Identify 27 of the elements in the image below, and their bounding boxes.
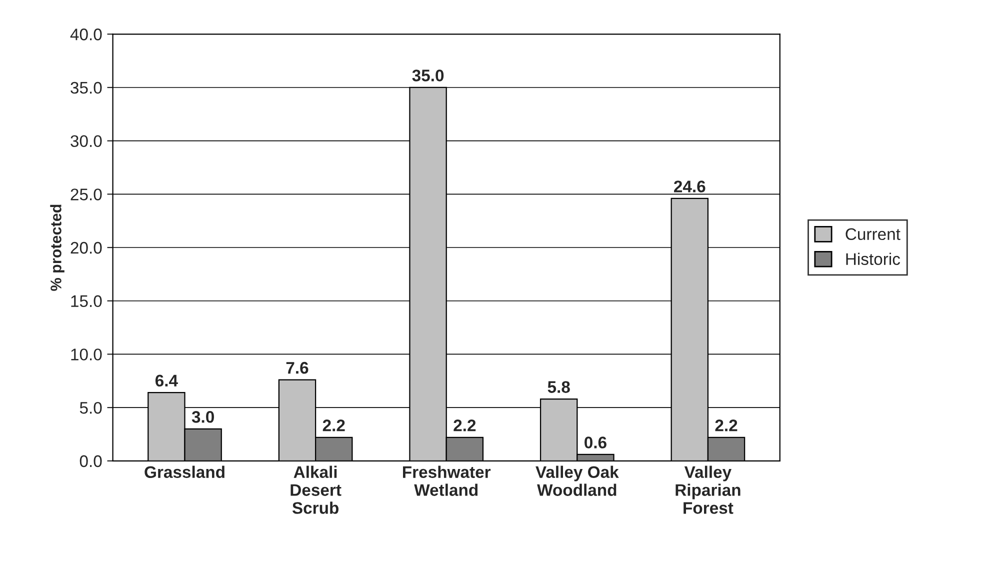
legend-label: Historic bbox=[846, 252, 900, 266]
data-label: 35.0 bbox=[412, 70, 444, 82]
y-tick-label: 40.0 bbox=[70, 28, 102, 40]
x-tick-label: Grassland bbox=[144, 466, 224, 478]
y-tick-label: 35.0 bbox=[70, 82, 102, 94]
x-tick-label: Alkali Desert Scrub bbox=[290, 466, 342, 514]
y-tick-label: 25.0 bbox=[70, 188, 102, 200]
x-tick-label: Freshwater Wetland bbox=[403, 466, 491, 496]
data-label: 7.6 bbox=[286, 362, 308, 374]
data-label: 0.6 bbox=[584, 436, 606, 448]
y-tick-label: 30.0 bbox=[70, 135, 102, 148]
y-tick-label: 0.0 bbox=[80, 455, 102, 468]
x-tick-label: Valley Riparian Forest bbox=[676, 466, 740, 514]
legend-label: Current bbox=[846, 228, 900, 240]
data-label: 2.2 bbox=[454, 420, 476, 432]
data-label: 6.4 bbox=[155, 374, 178, 387]
y-tick-label: 5.0 bbox=[80, 402, 102, 414]
y-tick-label: 10.0 bbox=[71, 348, 102, 360]
y-tick-label: 15.0 bbox=[71, 295, 102, 308]
data-label: 2.2 bbox=[322, 420, 345, 432]
y-tick-label: 20.0 bbox=[70, 242, 102, 254]
x-tick-label: Valley Oak Woodland bbox=[536, 466, 619, 496]
data-label: 24.6 bbox=[674, 180, 706, 192]
data-label: 3.0 bbox=[192, 411, 214, 423]
data-label: 2.2 bbox=[715, 420, 738, 432]
data-label: 5.8 bbox=[548, 381, 570, 393]
y-axis-title: % protected bbox=[50, 204, 64, 291]
